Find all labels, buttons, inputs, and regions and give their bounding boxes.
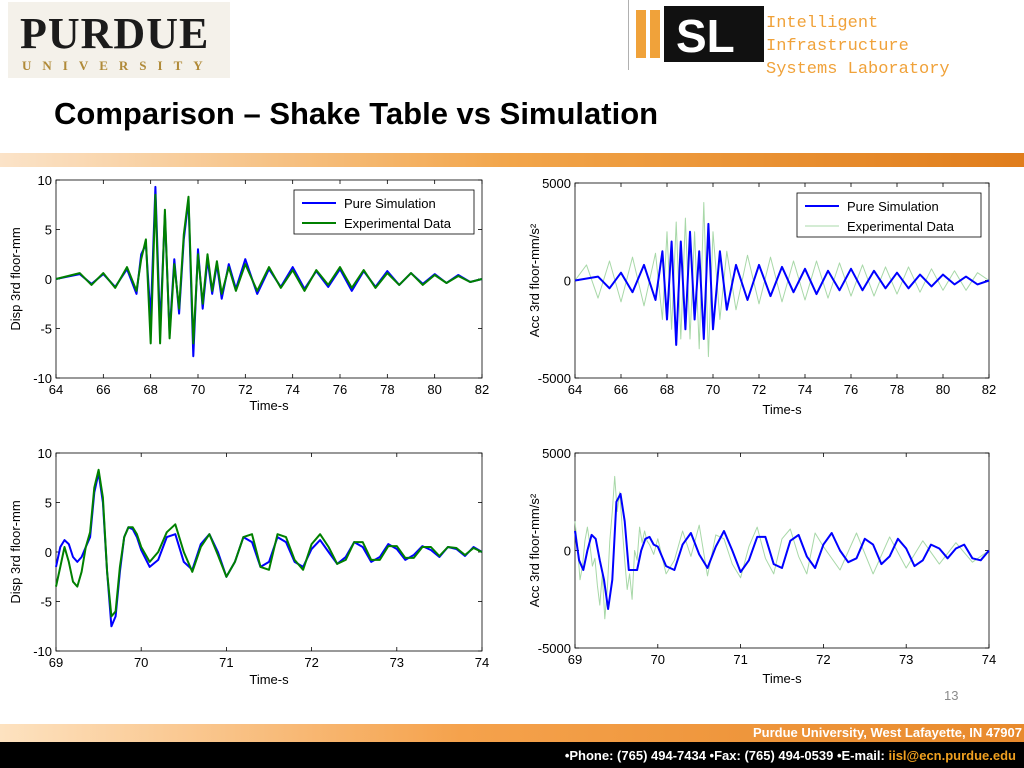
footer-email-link[interactable]: iisl@ecn.purdue.edu [888,748,1016,763]
x-tick-label: 66 [614,382,628,397]
x-tick-label: 70 [134,655,148,670]
footer-contact-text: •Phone: (765) 494-7434 •Fax: (765) 494-0… [564,748,889,763]
page-number: 13 [944,688,959,703]
y-tick-label: -5 [40,322,52,337]
x-tick-label: 78 [890,382,904,397]
x-tick-label: 70 [191,382,205,397]
iisl-logo-text: Intelligent Infrastructure Systems Labor… [766,12,1024,81]
x-tick-label: 76 [844,382,858,397]
footer-black-bar [0,742,1024,768]
x-tick-label: 68 [143,382,157,397]
x-tick-label: 66 [96,382,110,397]
series-line-experimental-data [55,193,483,345]
x-axis-label: Time-s [762,671,802,686]
chart-bottom-left: 69 70 71 72 73 74 -10 -5 0 5 10 Time-s Disp 3rd floo… [8,446,489,687]
x-tick-label: 71 [733,652,747,667]
y-tick-label: 5 [45,496,52,511]
legend-box [796,192,982,238]
y-tick-label: -5000 [538,641,571,656]
x-tick-label: 82 [982,382,996,397]
series-line-pure-simulation [55,471,483,628]
y-tick-label: -10 [33,644,52,659]
legend-label: Experimental Data [847,219,955,234]
slide-title: Comparison – Shake Table vs Simulation [54,96,659,131]
x-tick-label: 74 [982,652,996,667]
y-tick-label: 0 [564,274,571,289]
title-accent-bar [0,153,1024,167]
x-tick-label: 74 [475,655,489,670]
series-line-experimental-data [55,468,483,618]
y-tick-label: 0 [45,545,52,560]
x-tick-label: 80 [936,382,950,397]
legend-label: Pure Simulation [847,199,939,214]
x-tick-label: 74 [285,382,299,397]
y-tick-label: -5000 [538,371,571,386]
y-tick-label: 10 [38,446,52,461]
series-line-experimental-data [574,475,990,620]
y-axis-label: Disp 3rd floor-mm [8,227,23,330]
footer-orange-bar [0,724,1024,742]
chart-top-left: 64 66 68 70 72 74 76 78 80 82 -10 -5 0 5 10 Time-s Disp … [8,173,489,413]
y-tick-label: 0 [564,544,571,559]
series-line-experimental-data [574,202,990,358]
y-tick-label: 10 [38,173,52,188]
x-tick-label: 70 [706,382,720,397]
y-tick-label: 5000 [542,176,571,191]
footer-address: Purdue University, West Lafayette, IN 47… [752,725,1022,740]
iisl-logo-line2: Systems Laboratory [766,60,950,79]
legend-label: Pure Simulation [344,196,436,211]
footer-contact: •Phone: (765) 494-7434 •Fax: (765) 494-0… [565,748,1016,763]
y-axis-label: Acc 3rd floor-mm/s² [527,223,542,337]
x-tick-label: 64 [568,382,582,397]
x-tick-label: 72 [238,382,252,397]
x-tick-label: 82 [475,382,489,397]
x-tick-label: 80 [427,382,441,397]
x-tick-label: 74 [798,382,812,397]
x-tick-label: 68 [660,382,674,397]
x-axis-label: Time-s [249,672,289,687]
y-axis-label: Acc 3rd floor-mm/s² [527,493,542,607]
legend-label: Experimental Data [344,216,452,231]
x-tick-label: 76 [333,382,347,397]
x-axis-label: Time-s [249,398,289,413]
iisl-logo: SL [636,6,764,62]
iisl-logo-line1: Intelligent Infrastructure [766,14,909,56]
x-axis-label: Time-s [762,402,802,417]
chart-bottom-right: 69 70 71 72 73 74 -5000 0 5000 Time-s Acc 3rd floo… [527,446,996,686]
x-tick-label: 72 [816,652,830,667]
y-axis-label: Disp 3rd floor-mm [8,500,23,603]
x-tick-label: 72 [304,655,318,670]
y-tick-label: -5 [40,595,52,610]
purdue-logo: PURDUE UNIVERSITY [8,2,230,78]
series-line-pure-simulation [574,222,990,346]
y-tick-label: 5 [45,223,52,238]
x-tick-label: 73 [899,652,913,667]
x-tick-label: 69 [568,652,582,667]
header-divider [628,0,629,70]
purdue-logo-subword: UNIVERSITY [22,58,214,73]
x-tick-label: 70 [651,652,665,667]
y-tick-label: 0 [45,272,52,287]
x-tick-label: 72 [752,382,766,397]
y-tick-label: -10 [33,371,52,386]
purdue-logo-word: PURDUE [20,9,210,58]
chart-top-right: 64 66 68 70 72 74 76 78 80 82 -5000 0 5000 Time-s Acc … [527,176,996,417]
series-line-pure-simulation [574,492,990,610]
x-tick-label: 69 [49,655,63,670]
x-tick-label: 78 [380,382,394,397]
y-tick-label: 5000 [542,446,571,461]
x-tick-label: 64 [49,382,63,397]
x-tick-label: 73 [390,655,404,670]
svg-text:SL: SL [676,10,735,62]
legend-box [293,189,475,235]
x-tick-label: 71 [219,655,233,670]
